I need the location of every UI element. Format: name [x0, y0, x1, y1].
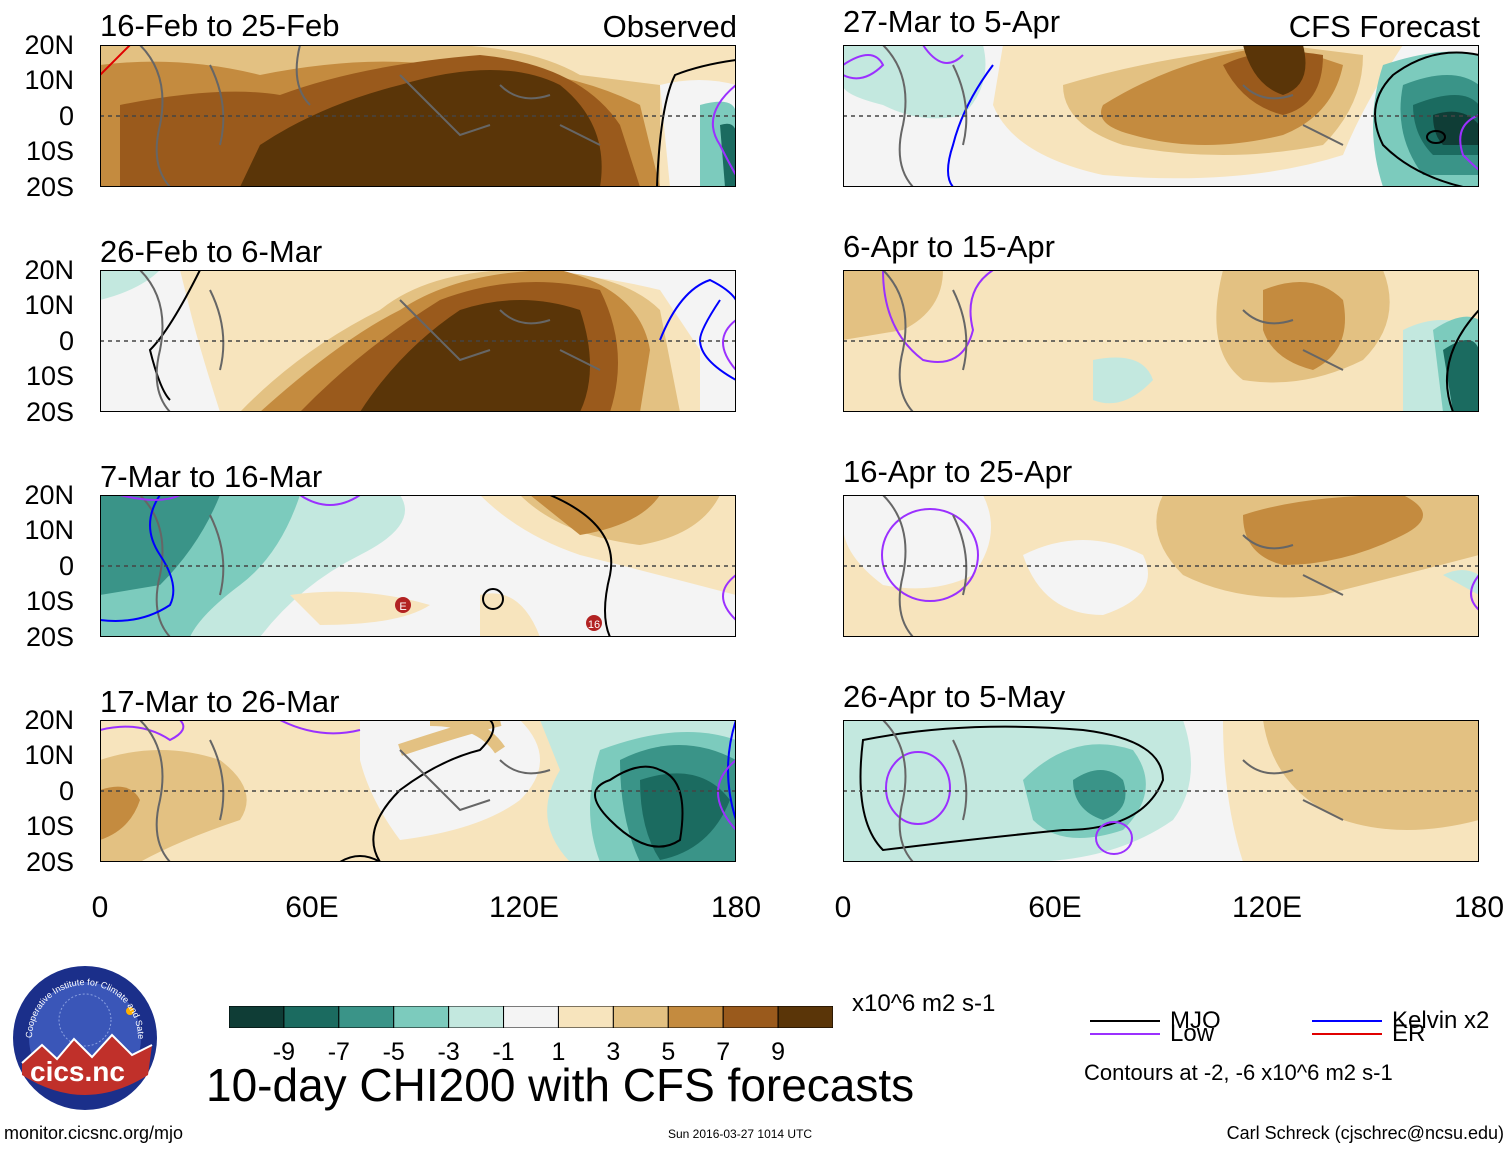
- lat-label: 20N: [24, 705, 74, 735]
- lat-label: 20N: [24, 255, 74, 285]
- panel-label-observed: Observed: [602, 9, 737, 44]
- cics-logo: Cooperative Institute for Climate and Sa…: [9, 957, 158, 1111]
- lat-label: 20N: [24, 30, 74, 60]
- map-panel-6: [843, 270, 1479, 412]
- lat-label: 20S: [25, 397, 74, 427]
- map-panel-8: [843, 720, 1479, 862]
- lat-label: 10S: [25, 586, 74, 616]
- lat-label: 0: [58, 101, 74, 131]
- colorbar-swatch: [448, 1005, 505, 1029]
- colorbar-swatches: [228, 1005, 834, 1029]
- panel-title-4: 17-Mar to 26-Mar: [100, 684, 340, 719]
- panel-title-1: 16-Feb to 25-Feb: [100, 8, 340, 43]
- lat-label: 20N: [24, 480, 74, 510]
- colorbar-swatch: [228, 1005, 285, 1029]
- footer-date: Sun 2016-03-27 1014 UTC: [668, 1127, 813, 1141]
- contours-note: Contours at -2, -6 x10^6 m2 s-1: [1084, 1060, 1393, 1085]
- lat-label: 10N: [24, 65, 74, 95]
- lon-label-left-180: 180: [710, 891, 762, 924]
- svg-text:E: E: [399, 601, 406, 613]
- lat-label: 10S: [25, 361, 74, 391]
- lat-label: 20S: [25, 847, 74, 877]
- panel-title-6: 6-Apr to 15-Apr: [843, 229, 1055, 264]
- colorbar-swatch: [777, 1005, 834, 1029]
- colorbar-tick: -3: [437, 1038, 460, 1066]
- map-panel-3: E 16: [100, 495, 736, 637]
- legend-line-mjo: [1090, 1020, 1160, 1022]
- legend-label-low: Low: [1170, 1020, 1215, 1047]
- legend-line-low: [1090, 1033, 1160, 1035]
- lat-label: 10S: [25, 136, 74, 166]
- lat-label: 0: [58, 776, 74, 806]
- colorbar-tick: 3: [606, 1038, 621, 1066]
- map-panel-4: [100, 720, 736, 862]
- colorbar-tick: 5: [661, 1038, 676, 1066]
- legend-label-kelvin: Kelvin x2: [1392, 1007, 1490, 1034]
- storm-marker-e: E: [395, 597, 411, 613]
- legend-label-er: ER: [1392, 1020, 1426, 1047]
- colorbar-swatch: [612, 1005, 669, 1029]
- panel-title-8: 26-Apr to 5-May: [843, 679, 1066, 714]
- lat-label: 10N: [24, 290, 74, 320]
- lat-label: 20S: [25, 172, 74, 202]
- map-panel-5: [843, 45, 1479, 187]
- lat-label: 0: [58, 551, 74, 581]
- svg-text:16: 16: [588, 619, 600, 631]
- legend-line-kelvin: [1312, 1020, 1382, 1022]
- colorbar-tick: 7: [716, 1038, 731, 1066]
- lat-label: 10N: [24, 515, 74, 545]
- lon-label-left-120e: 120E: [488, 891, 560, 924]
- colorbar: [228, 1005, 834, 1029]
- colorbar-swatch: [557, 1005, 614, 1029]
- lon-label-right-60e: 60E: [1028, 891, 1082, 924]
- colorbar-tick: -7: [327, 1038, 350, 1066]
- lat-label: 20S: [25, 622, 74, 652]
- storm-marker-16: 16: [586, 615, 602, 631]
- lon-label-right-180: 180: [1453, 891, 1505, 924]
- main-title: 10-day CHI200 with CFS forecasts: [206, 1059, 915, 1111]
- colorbar-tick: 1: [551, 1038, 566, 1066]
- lon-label-right-0: 0: [834, 891, 852, 924]
- colorbar-swatch: [722, 1005, 779, 1029]
- logo-text: cics.nc: [30, 1056, 125, 1087]
- colorbar-tick: -9: [272, 1038, 296, 1066]
- lon-label-right-120e: 120E: [1231, 891, 1303, 924]
- panel-title-2: 26-Feb to 6-Mar: [100, 234, 323, 269]
- lat-label: 0: [58, 326, 74, 356]
- footer-author: Carl Schreck (cjschrec@ncsu.edu): [1226, 1123, 1504, 1143]
- colorbar-swatch: [283, 1005, 340, 1029]
- colorbar-swatch: [667, 1005, 724, 1029]
- footer-url[interactable]: monitor.cicsnc.org/mjo: [4, 1123, 184, 1143]
- units-label: x10^6 m2 s-1: [852, 990, 996, 1017]
- lat-label: 10S: [25, 811, 74, 841]
- panel-title-5: 27-Mar to 5-Apr: [843, 4, 1061, 39]
- lon-label-left-0: 0: [91, 891, 109, 924]
- colorbar-tick: 9: [771, 1038, 786, 1066]
- map-panel-1: [100, 45, 736, 187]
- panel-title-3: 7-Mar to 16-Mar: [100, 459, 323, 494]
- panel-title-7: 16-Apr to 25-Apr: [843, 454, 1073, 489]
- colorbar-swatch: [503, 1005, 559, 1029]
- colorbar-swatch: [338, 1005, 395, 1029]
- lat-label: 10N: [24, 740, 74, 770]
- colorbar-tick: -1: [492, 1038, 515, 1066]
- colorbar-swatch: [393, 1005, 450, 1029]
- colorbar-tick: -5: [382, 1038, 405, 1066]
- legend-label-mjo: MJO: [1170, 1007, 1221, 1034]
- legend-line-er: [1312, 1033, 1382, 1035]
- panel-label-forecast: CFS Forecast: [1288, 9, 1480, 44]
- map-panel-2: [100, 270, 736, 412]
- map-panel-7: [843, 495, 1479, 637]
- lon-label-left-60e: 60E: [285, 891, 339, 924]
